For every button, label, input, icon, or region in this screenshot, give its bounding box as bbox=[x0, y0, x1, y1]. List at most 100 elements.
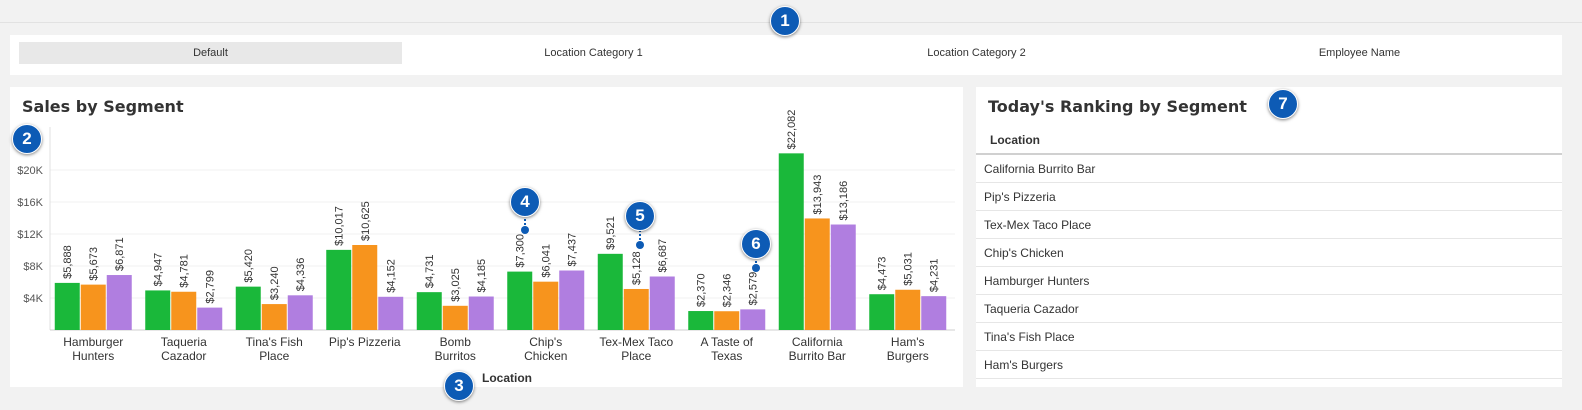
bar-value-label: $4,947 bbox=[153, 253, 165, 287]
x-tick-label: A Taste of bbox=[701, 335, 754, 349]
tab-employee-name[interactable]: Employee Name bbox=[1318, 47, 1401, 59]
bar-purple bbox=[830, 224, 856, 330]
ranking-row[interactable]: California Burrito Bar bbox=[976, 155, 1562, 183]
bar-purple bbox=[378, 296, 404, 330]
bar-purple bbox=[921, 296, 947, 330]
bar-green bbox=[54, 282, 80, 330]
bar-value-label: $4,152 bbox=[386, 259, 398, 293]
callout-badge-1: 1 bbox=[770, 6, 800, 36]
bar-value-label: $6,871 bbox=[114, 237, 126, 271]
x-tick-label: Taqueria bbox=[161, 335, 207, 349]
bar-value-label: $10,625 bbox=[360, 201, 372, 241]
ranking-row[interactable]: Tina's Fish Place bbox=[976, 323, 1562, 351]
bar-green bbox=[416, 292, 442, 330]
bar-value-label: $13,943 bbox=[812, 175, 824, 215]
x-tick-label: Texas bbox=[711, 349, 742, 363]
x-tick-label: California bbox=[792, 335, 843, 349]
bar-value-label: $13,186 bbox=[838, 181, 850, 221]
bar-value-label: $9,521 bbox=[605, 216, 617, 250]
bar-purple bbox=[740, 309, 766, 330]
bar-value-label: $2,346 bbox=[722, 274, 734, 308]
y-tick-label: $8K bbox=[23, 261, 43, 273]
bar-green bbox=[688, 311, 714, 330]
bar-orange bbox=[80, 284, 106, 330]
bar-purple bbox=[649, 276, 675, 330]
callout-badge-3: 3 bbox=[444, 371, 474, 401]
bar-value-label: $4,185 bbox=[476, 259, 488, 293]
bar-orange bbox=[442, 305, 468, 330]
bar-value-label: $4,231 bbox=[929, 258, 941, 292]
ranking-row[interactable]: Taqueria Cazador bbox=[976, 295, 1562, 323]
bar-purple bbox=[106, 275, 132, 330]
segment-tab-bar: Default Location Category 1 Location Cat… bbox=[10, 35, 1562, 75]
bar-purple bbox=[468, 296, 494, 330]
bar-value-label: $2,370 bbox=[696, 273, 708, 307]
callout-badge-4: 4 bbox=[510, 187, 540, 217]
bar-value-label: $5,031 bbox=[903, 252, 915, 286]
bar-value-label: $5,128 bbox=[631, 251, 643, 285]
y-tick-label: $4K bbox=[23, 293, 43, 305]
ranking-header-divider bbox=[976, 153, 1562, 155]
bar-green bbox=[597, 253, 623, 330]
x-tick-label: Bomb bbox=[440, 335, 472, 349]
callout-badge-5: 5 bbox=[625, 201, 655, 231]
bar-value-label: $6,041 bbox=[541, 244, 553, 278]
bar-green bbox=[326, 249, 352, 330]
bar-value-label: $3,025 bbox=[450, 268, 462, 302]
bar-value-label: $7,300 bbox=[515, 234, 527, 268]
bar-value-label: $4,781 bbox=[179, 254, 191, 288]
bar-purple bbox=[287, 295, 313, 330]
ranking-column-header[interactable]: Location bbox=[990, 133, 1040, 147]
ranking-panel: Today's Ranking by Segment Location Cali… bbox=[976, 87, 1562, 387]
callout-badge-2: 2 bbox=[12, 124, 42, 154]
bar-value-label: $5,673 bbox=[88, 247, 100, 281]
bar-value-label: $2,799 bbox=[205, 270, 217, 304]
x-tick-label: Pip's Pizzeria bbox=[329, 335, 401, 349]
bar-orange bbox=[895, 289, 921, 330]
bar-value-label: $5,888 bbox=[62, 245, 74, 279]
bar-orange bbox=[804, 218, 830, 330]
bar-purple bbox=[197, 307, 223, 330]
bar-value-label: $22,082 bbox=[786, 110, 798, 150]
y-tick-label: $16K bbox=[17, 197, 43, 209]
bar-orange bbox=[171, 291, 197, 330]
bar-green bbox=[507, 271, 533, 330]
x-tick-label: Burrito Bar bbox=[789, 349, 846, 363]
x-axis-title: Location bbox=[482, 371, 532, 385]
bar-value-label: $5,420 bbox=[243, 249, 255, 283]
x-tick-label: Tex-Mex Taco bbox=[599, 335, 673, 349]
bar-purple bbox=[559, 270, 585, 330]
bar-green bbox=[778, 153, 804, 330]
bar-green bbox=[145, 290, 171, 330]
tab-location-category-2[interactable]: Location Category 2 bbox=[927, 47, 1026, 59]
x-tick-label: Burgers bbox=[887, 349, 929, 363]
bar-value-label: $2,579 bbox=[748, 272, 760, 306]
bar-orange bbox=[261, 304, 287, 330]
sales-by-segment-panel: Sales by Segment $4K $8K $12K $16K $20K $5,88… bbox=[10, 87, 963, 387]
bar-orange bbox=[352, 245, 378, 330]
sales-panel-title: Sales by Segment bbox=[22, 97, 184, 116]
callout-badge-7: 7 bbox=[1268, 89, 1298, 119]
ranking-row[interactable]: Ham's Burgers bbox=[976, 351, 1562, 379]
bar-value-label: $4,731 bbox=[424, 254, 436, 288]
x-tick-label: Chip's bbox=[529, 335, 562, 349]
x-tick-label: Chicken bbox=[524, 349, 567, 363]
ranking-row[interactable]: Hamburger Hunters bbox=[976, 267, 1562, 295]
tab-default[interactable]: Default bbox=[19, 42, 402, 64]
sales-bar-chart: $4K $8K $12K $16K $20K $5,888 $5,673 $6,871 Hamb… bbox=[17, 110, 955, 385]
tab-location-category-1[interactable]: Location Category 1 bbox=[544, 47, 643, 59]
x-tick-label: Place bbox=[259, 349, 289, 363]
ranking-row[interactable]: Chip's Chicken bbox=[976, 239, 1562, 267]
bar-green bbox=[235, 286, 261, 330]
x-tick-label: Place bbox=[621, 349, 651, 363]
bar-value-label: $4,473 bbox=[877, 257, 889, 291]
bar-value-label: $6,687 bbox=[657, 239, 669, 273]
bar-orange bbox=[623, 288, 649, 330]
bar-value-label: $4,336 bbox=[295, 258, 307, 292]
bar-orange bbox=[533, 281, 559, 330]
x-tick-label: Burritos bbox=[435, 349, 476, 363]
y-tick-label: $12K bbox=[17, 229, 43, 241]
x-tick-label: Ham's bbox=[891, 335, 925, 349]
ranking-row[interactable]: Tex-Mex Taco Place bbox=[976, 211, 1562, 239]
ranking-row[interactable]: Pip's Pizzeria bbox=[976, 183, 1562, 211]
